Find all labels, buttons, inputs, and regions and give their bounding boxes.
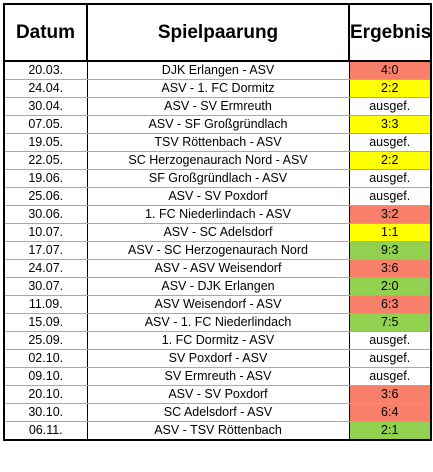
result-cell: ausgef.	[348, 187, 432, 206]
date-cell: 06.11.	[3, 421, 88, 441]
result-cell: 9:3	[348, 241, 432, 260]
table-row: 02.10. SV Poxdorf - ASV ausgef.	[3, 349, 432, 368]
date-cell: 10.07.	[3, 223, 88, 242]
match-cell: 1. FC Dormitz - ASV	[86, 331, 350, 350]
result-cell: 7:5	[348, 313, 432, 332]
table-row: 17.07. ASV - SC Herzogenaurach Nord 9:3	[3, 241, 432, 260]
table-row: 24.07. ASV - ASV Weisendorf 3:6	[3, 259, 432, 278]
table-row: 19.06. SF Großgründlach - ASV ausgef.	[3, 169, 432, 188]
result-cell: 6:4	[348, 403, 432, 422]
result-cell: 2:2	[348, 79, 432, 98]
table-row: 20.10. ASV - SV Poxdorf 3:6	[3, 385, 432, 404]
result-cell: 4:0	[348, 60, 432, 80]
result-cell: 3:6	[348, 259, 432, 278]
table-row: 06.11. ASV - TSV Röttenbach 2:1	[3, 421, 432, 441]
table-row: 30.06. 1. FC Niederlindach - ASV 3:2	[3, 205, 432, 224]
result-cell: ausgef.	[348, 133, 432, 152]
result-cell: ausgef.	[348, 349, 432, 368]
result-cell: ausgef.	[348, 169, 432, 188]
date-cell: 19.05.	[3, 133, 88, 152]
result-cell: 3:6	[348, 385, 432, 404]
match-cell: 1. FC Niederlindach - ASV	[86, 205, 350, 224]
match-cell: ASV - SV Poxdorf	[86, 385, 350, 404]
date-cell: 17.07.	[3, 241, 88, 260]
table-row: 22.05. SC Herzogenaurach Nord - ASV 2:2	[3, 151, 432, 170]
result-cell: 2:2	[348, 151, 432, 170]
match-cell: ASV - 1. FC Dormitz	[86, 79, 350, 98]
result-cell: 2:0	[348, 277, 432, 296]
table-row: 09.10. SV Ermreuth - ASV ausgef.	[3, 367, 432, 386]
date-cell: 15.09.	[3, 313, 88, 332]
result-cell: ausgef.	[348, 97, 432, 116]
match-cell: SC Adelsdorf - ASV	[86, 403, 350, 422]
header-row: Datum Spielpaarung Ergebnis	[3, 3, 432, 62]
date-cell: 30.06.	[3, 205, 88, 224]
match-cell: SF Großgründlach - ASV	[86, 169, 350, 188]
match-cell: DJK Erlangen - ASV	[86, 60, 350, 80]
table-row: 25.09. 1. FC Dormitz - ASV ausgef.	[3, 331, 432, 350]
table-row: 30.04. ASV - SV Ermreuth ausgef.	[3, 97, 432, 116]
date-cell: 02.10.	[3, 349, 88, 368]
date-cell: 25.09.	[3, 331, 88, 350]
table-row: 30.10. SC Adelsdorf - ASV 6:4	[3, 403, 432, 422]
result-cell: 2:1	[348, 421, 432, 441]
result-cell: 6:3	[348, 295, 432, 314]
result-cell: ausgef.	[348, 331, 432, 350]
match-cell: ASV - SV Ermreuth	[86, 97, 350, 116]
result-cell: 3:3	[348, 115, 432, 134]
match-schedule-table: Datum Spielpaarung Ergebnis 20.03. DJK Er…	[3, 3, 432, 441]
header-result: Ergebnis	[348, 3, 432, 62]
table-row: 11.09. ASV Weisendorf - ASV 6:3	[3, 295, 432, 314]
match-cell: ASV - ASV Weisendorf	[86, 259, 350, 278]
table-row: 10.07. ASV - SC Adelsdorf 1:1	[3, 223, 432, 242]
schedule-body: 20.03. DJK Erlangen - ASV 4:0 24.04. ASV - 1…	[3, 60, 432, 441]
table-row: 15.09. ASV - 1. FC Niederlindach 7:5	[3, 313, 432, 332]
date-cell: 24.04.	[3, 79, 88, 98]
match-cell: ASV - SC Herzogenaurach Nord	[86, 241, 350, 260]
header-date: Datum	[3, 3, 88, 62]
match-cell: ASV Weisendorf - ASV	[86, 295, 350, 314]
match-cell: ASV - DJK Erlangen	[86, 277, 350, 296]
date-cell: 22.05.	[3, 151, 88, 170]
match-cell: ASV - SC Adelsdorf	[86, 223, 350, 242]
date-cell: 30.10.	[3, 403, 88, 422]
date-cell: 07.05.	[3, 115, 88, 134]
match-cell: SC Herzogenaurach Nord - ASV	[86, 151, 350, 170]
match-cell: TSV Röttenbach - ASV	[86, 133, 350, 152]
table-row: 20.03. DJK Erlangen - ASV 4:0	[3, 60, 432, 80]
result-cell: 1:1	[348, 223, 432, 242]
date-cell: 19.06.	[3, 169, 88, 188]
table-row: 07.05. ASV - SF Großgründlach 3:3	[3, 115, 432, 134]
table-row: 30.07. ASV - DJK Erlangen 2:0	[3, 277, 432, 296]
match-cell: ASV - 1. FC Niederlindach	[86, 313, 350, 332]
table-row: 24.04. ASV - 1. FC Dormitz 2:2	[3, 79, 432, 98]
match-cell: ASV - TSV Röttenbach	[86, 421, 350, 441]
match-cell: SV Poxdorf - ASV	[86, 349, 350, 368]
match-cell: ASV - SF Großgründlach	[86, 115, 350, 134]
header-match: Spielpaarung	[86, 3, 350, 62]
date-cell: 20.03.	[3, 60, 88, 80]
date-cell: 11.09.	[3, 295, 88, 314]
match-cell: ASV - SV Poxdorf	[86, 187, 350, 206]
date-cell: 25.06.	[3, 187, 88, 206]
date-cell: 30.04.	[3, 97, 88, 116]
match-cell: SV Ermreuth - ASV	[86, 367, 350, 386]
result-cell: ausgef.	[348, 367, 432, 386]
date-cell: 20.10.	[3, 385, 88, 404]
date-cell: 24.07.	[3, 259, 88, 278]
result-cell: 3:2	[348, 205, 432, 224]
date-cell: 30.07.	[3, 277, 88, 296]
table-row: 25.06. ASV - SV Poxdorf ausgef.	[3, 187, 432, 206]
date-cell: 09.10.	[3, 367, 88, 386]
table-row: 19.05. TSV Röttenbach - ASV ausgef.	[3, 133, 432, 152]
